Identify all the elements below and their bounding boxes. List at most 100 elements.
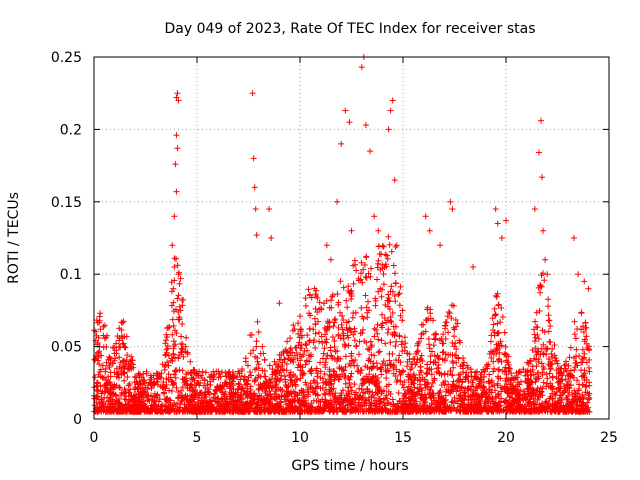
roti-point [308,294,315,301]
roti-point [373,377,380,384]
roti-point [399,381,406,388]
roti-point [413,350,420,357]
roti-point [375,288,382,295]
roti-point [383,368,390,375]
roti-point [177,275,184,282]
roti-point [340,332,347,339]
roti-point [530,371,537,378]
roti-point [319,339,326,346]
roti-point [460,369,467,376]
roti-point [583,359,590,366]
roti-point [291,326,298,333]
roti-point [300,395,307,402]
roti-point [164,345,171,352]
roti-point [397,283,404,290]
roti-point [311,285,318,292]
roti-point [555,375,562,382]
roti-point [493,293,500,300]
roti-point [106,364,113,371]
roti-point [331,338,338,345]
roti-point [269,366,276,373]
roti-point [298,326,305,333]
roti-point [173,255,180,262]
roti-point [94,357,101,364]
roti-point [502,377,509,384]
roti-point [247,368,254,375]
roti-point [532,334,539,341]
roti-point [271,369,278,376]
x-axis-label: GPS time / hours [291,458,408,474]
roti-point [463,369,470,376]
roti-point [162,340,169,347]
roti-point [389,396,396,403]
roti-point [468,383,475,390]
roti-point [547,323,554,330]
roti-point [312,344,319,351]
roti-point [182,348,189,355]
roti-point [380,281,387,288]
roti-point [529,391,536,398]
roti-point [545,328,552,335]
roti-point [165,362,172,369]
roti-point [360,266,367,273]
roti-point [173,329,180,336]
roti-point [554,360,561,367]
roti-point [187,358,194,365]
roti-point [541,407,548,414]
roti-point [346,393,353,400]
roti-point [384,255,391,262]
roti-point [302,361,309,368]
roti-point [363,304,370,311]
roti-point [287,335,294,342]
roti-point [374,321,381,328]
roti-point [341,396,348,403]
roti-point [490,368,497,375]
roti-point [358,396,365,403]
roti-point [197,389,204,396]
roti-point [399,307,406,314]
roti-point [368,344,375,351]
roti-point [196,368,203,375]
roti-point [350,280,357,287]
roti-point [344,384,351,391]
roti-point [328,380,335,387]
roti-point [491,305,498,312]
roti-point [303,342,310,349]
roti-point [345,283,352,290]
roti-point [124,374,131,381]
roti-point [379,311,386,318]
roti-point [314,373,321,380]
roti-point [445,308,452,315]
roti-point [126,380,133,387]
roti-point [351,337,358,344]
roti-point [495,329,502,336]
roti-point [317,359,324,366]
roti-point [384,362,391,369]
roti-point [340,335,347,342]
roti-point [537,289,544,296]
roti-point [340,387,347,394]
roti-point [272,388,279,395]
roti-point [382,251,389,258]
roti-point [497,319,504,326]
roti-point [95,349,102,356]
roti-point [169,331,176,338]
roti-point [338,365,345,372]
roti-point [331,317,338,324]
roti-point [116,363,123,370]
roti-point [362,273,369,280]
roti-point [552,392,559,399]
roti-point [259,343,266,350]
roti-point [170,351,177,358]
roti-point [336,376,343,383]
roti-point [582,405,589,412]
roti-point [392,342,399,349]
roti-point [496,349,503,356]
roti-point [166,323,173,330]
roti-point [385,294,392,301]
roti-point [292,383,299,390]
roti-point [297,313,304,320]
roti-point [535,370,542,377]
roti-point [375,349,382,356]
roti-point [202,369,209,376]
